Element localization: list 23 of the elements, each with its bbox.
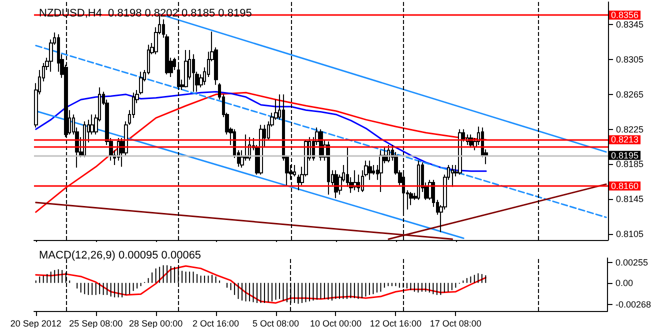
y-tick-label: -0.00268 <box>615 299 651 310</box>
y-tick-label: 0.8265 <box>616 89 644 100</box>
x-tick-label: 20 Sep 2012 <box>10 318 62 328</box>
y-tick-label: 0.8185 <box>616 159 644 170</box>
x-tick-label: 25 Sep 08:00 <box>69 318 123 328</box>
y-tick-label: 0.00 <box>615 278 633 288</box>
x-tick-label: 17 Oct 08:00 <box>430 318 482 328</box>
ref-line-label: 0.8195 <box>611 150 639 160</box>
y-tick-label: 0.00255 <box>615 257 648 268</box>
ref-line-label: 0.8213 <box>611 134 639 145</box>
x-tick-label: 28 Sep 00:00 <box>129 318 183 328</box>
x-tick-label: 2 Oct 16:00 <box>192 318 240 328</box>
y-tick-label: 0.8105 <box>616 228 644 239</box>
x-tick-label: 10 Oct 00:00 <box>310 318 362 328</box>
x-tick-label: 5 Oct 08:00 <box>252 318 300 328</box>
y-tick-label: 0.8145 <box>616 194 644 204</box>
ref-line-label: 0.8356 <box>611 10 639 20</box>
ref-line-label: 0.8160 <box>611 180 639 191</box>
y-tick-label: 0.8345 <box>616 20 644 30</box>
y-tick-label: 0.8305 <box>616 54 644 65</box>
chart-title: MACD(12,26,9) 0.00095 0.00065 <box>39 250 202 262</box>
y-tick-label: 0.8225 <box>616 124 644 134</box>
x-tick-label: 12 Oct 16:00 <box>370 318 422 328</box>
